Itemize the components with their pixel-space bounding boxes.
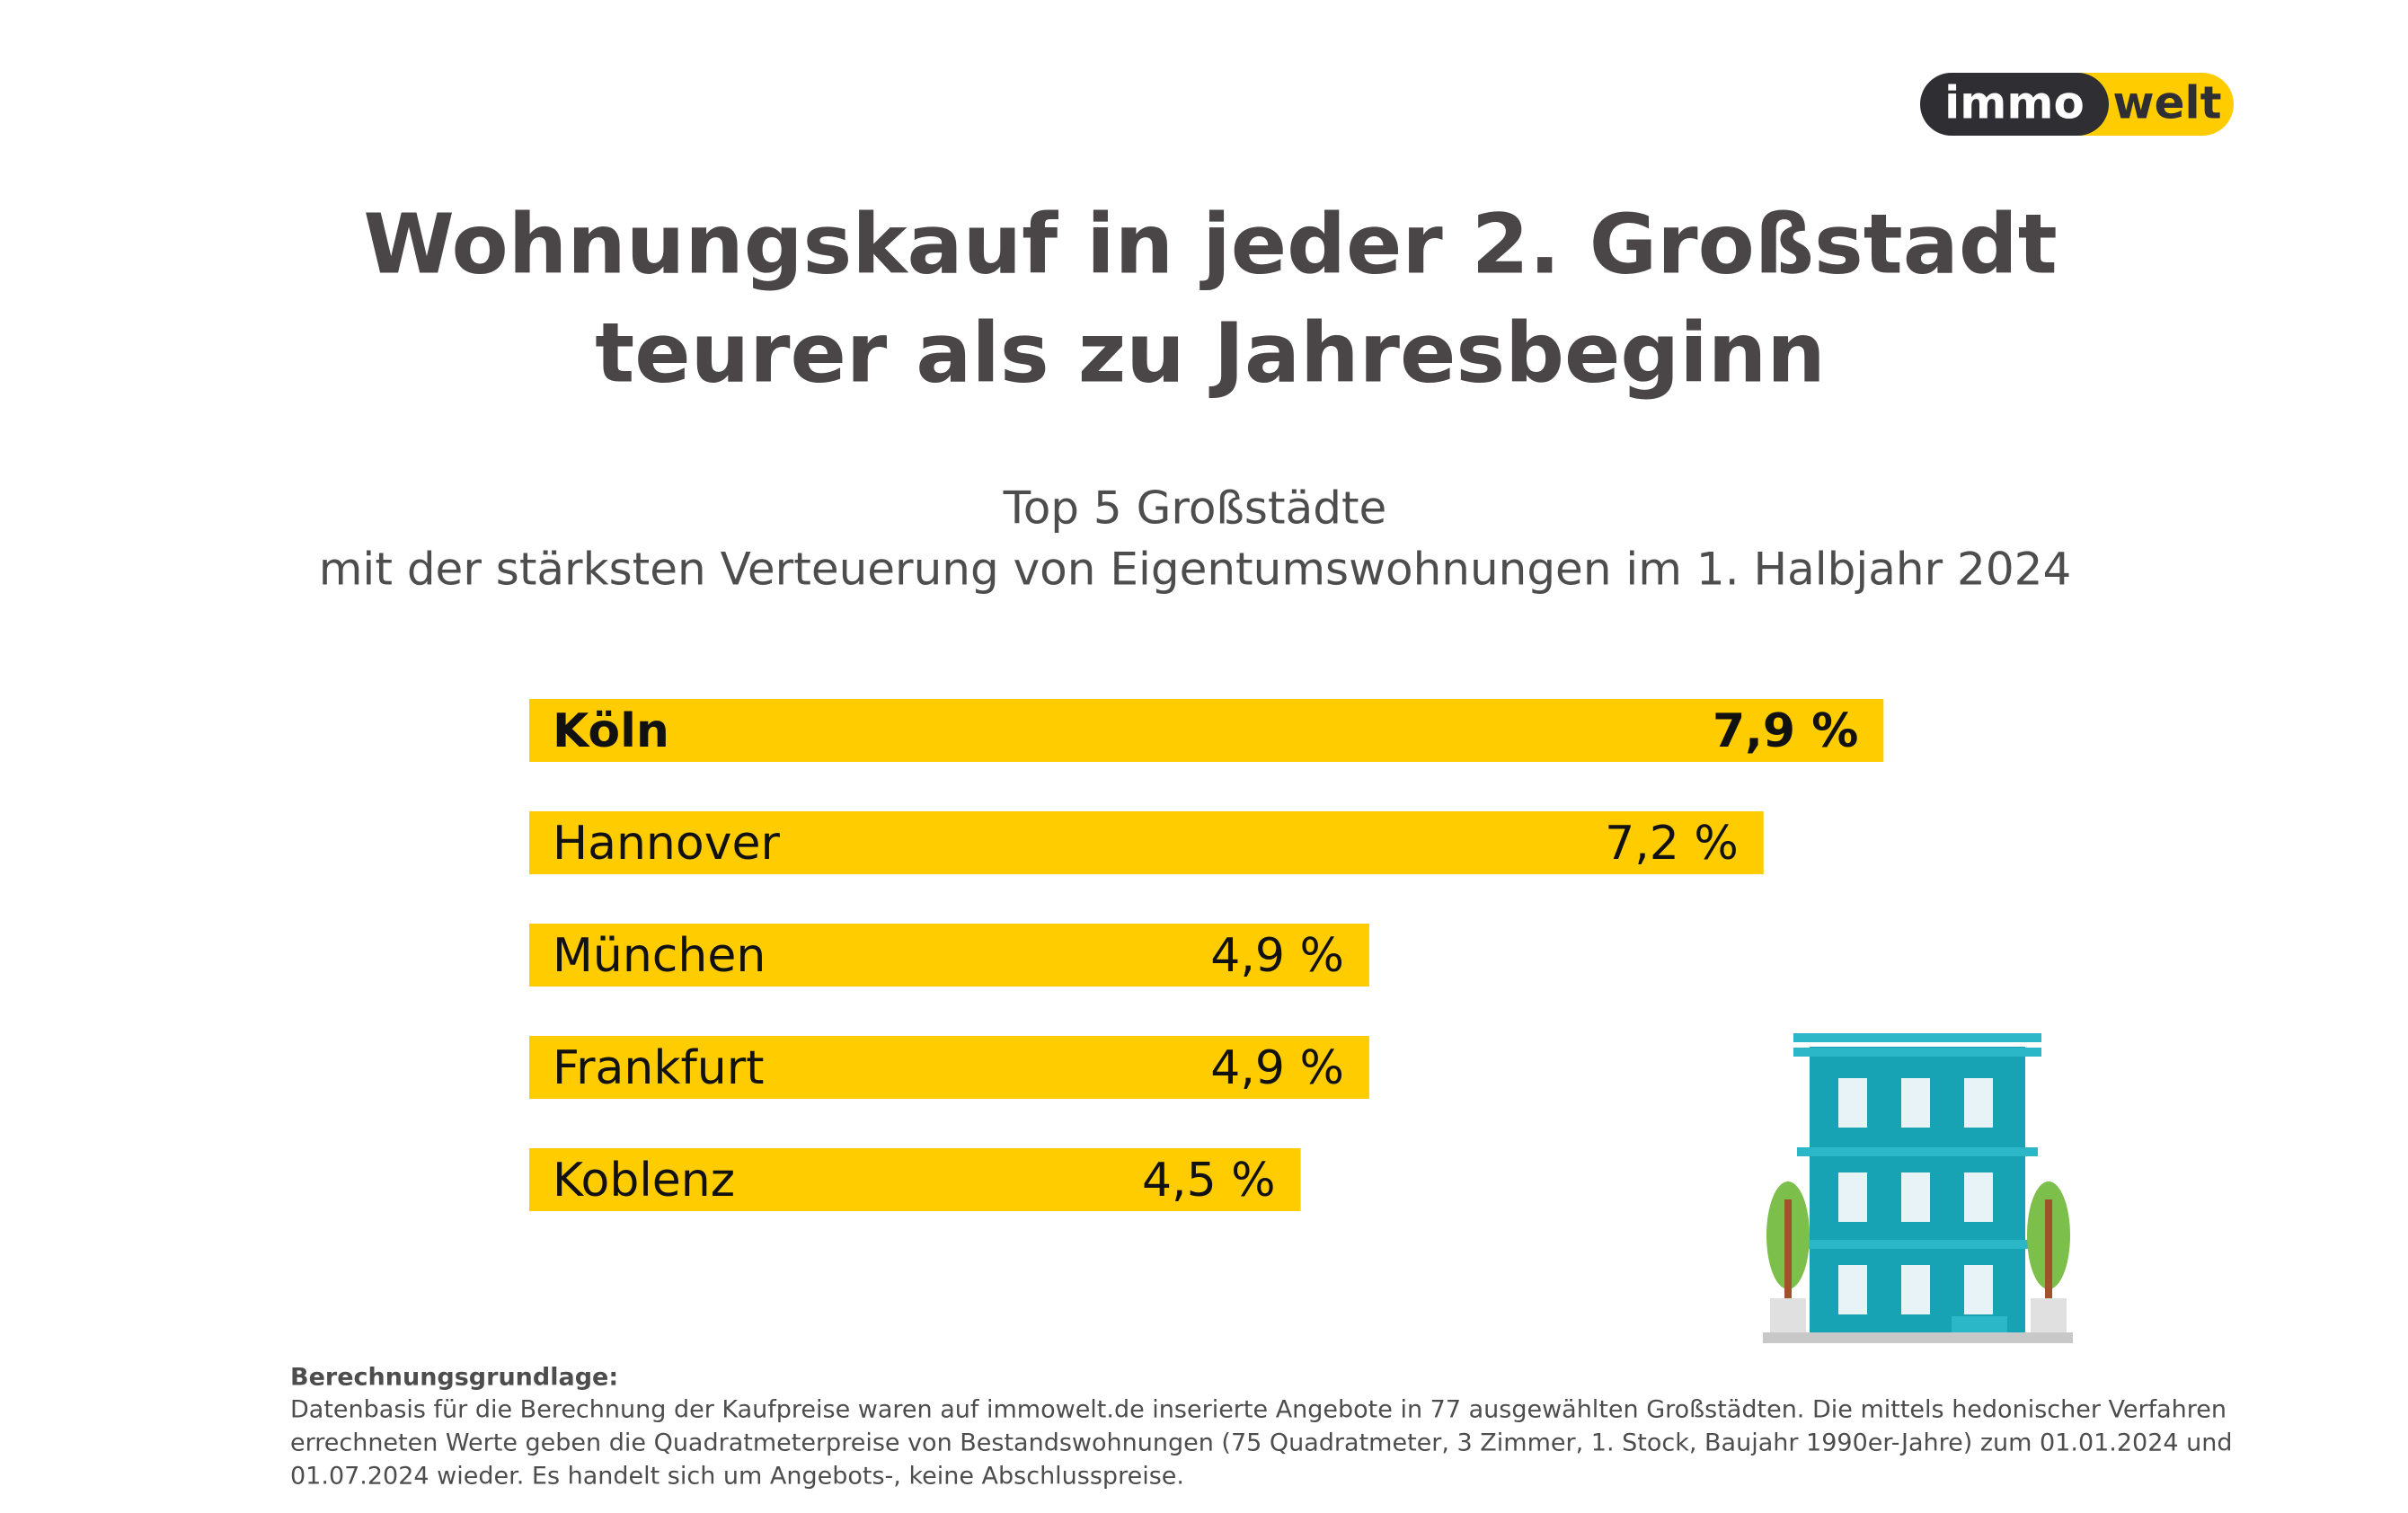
category-label: Frankfurt <box>553 1041 764 1095</box>
note-heading: Berechnungsgrundlage: <box>290 1364 618 1392</box>
value-label: 7,2 % <box>1605 817 1739 871</box>
note-line: errechneten Werte geben die Quadratmeter… <box>290 1429 2233 1457</box>
category-label: Hannover <box>553 817 780 871</box>
value-label: 4,9 % <box>1210 929 1344 983</box>
logo-pill-dark <box>1920 73 2109 136</box>
bar <box>529 1036 1369 1099</box>
value-label: 7,9 % <box>1713 704 1858 758</box>
bar <box>529 811 1764 874</box>
subtitle-line: Top 5 Großstädte <box>1003 482 1387 535</box>
logo-left: immo <box>1944 77 2085 129</box>
logo-right: welt <box>2112 77 2221 129</box>
bar <box>529 699 1884 762</box>
value-label: 4,5 % <box>1142 1154 1276 1208</box>
category-label: Köln <box>553 704 669 758</box>
title-line: teurer als zu Jahresbeginn <box>595 305 1826 401</box>
value-label: 4,9 % <box>1210 1041 1344 1095</box>
category-label: München <box>553 929 766 983</box>
logo: immo welt <box>1920 73 2234 136</box>
note-line: Datenbasis für die Berechnung der Kaufpr… <box>290 1396 2227 1424</box>
subtitle-line: mit der stärksten Verteuerung von Eigent… <box>319 544 2072 596</box>
bar <box>529 1148 1301 1211</box>
bar <box>529 924 1369 987</box>
note-line: 01.07.2024 wieder. Es handelt sich um An… <box>290 1463 1184 1491</box>
building-illustration <box>1763 1033 2073 1343</box>
title-line: Wohnungskauf in jeder 2. Großstadt <box>363 196 2057 292</box>
category-label: Koblenz <box>553 1154 735 1208</box>
